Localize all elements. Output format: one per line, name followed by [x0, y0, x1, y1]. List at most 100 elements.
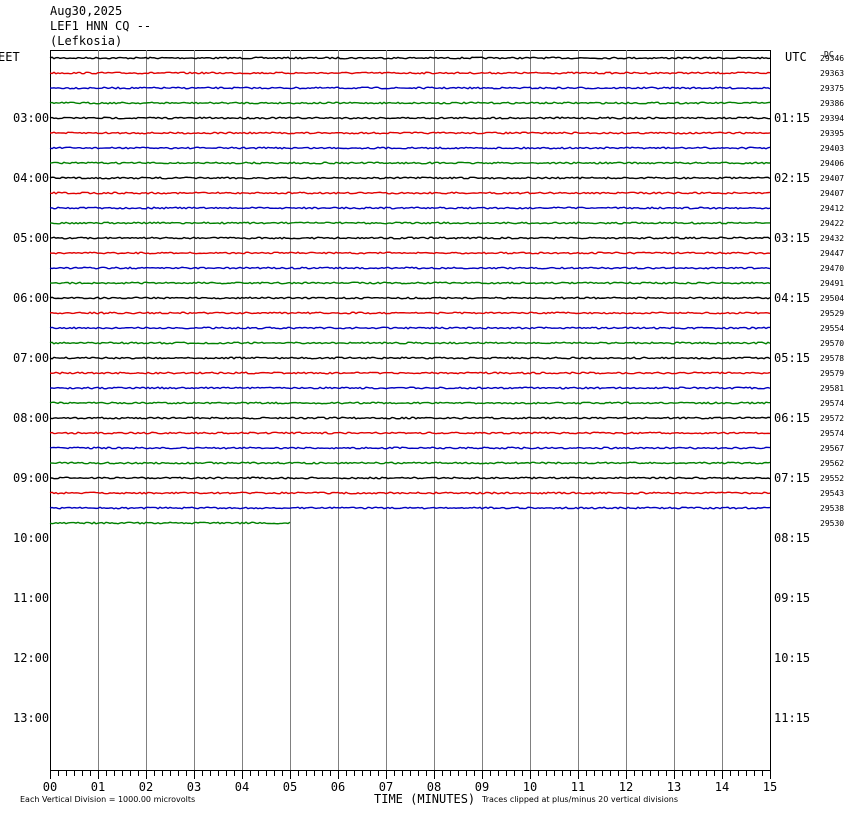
- trace-dc-value: 29412: [820, 204, 844, 213]
- right-hour-label: 07:15: [774, 471, 810, 485]
- seismic-trace: [49, 146, 771, 150]
- x-tick-label: 09: [475, 780, 489, 794]
- trace-dc-value: 29422: [820, 219, 844, 228]
- seismic-trace: [49, 506, 771, 510]
- right-hour-label: 02:15: [774, 171, 810, 185]
- seismic-trace: [49, 326, 771, 330]
- trace-dc-value: 29447: [820, 249, 844, 258]
- trace-dc-value: 29407: [820, 189, 844, 198]
- trace-dc-value: 29581: [820, 384, 844, 393]
- left-hour-label: 05:00: [13, 231, 49, 245]
- scale-note: Each Vertical Division = 1000.00 microvo…: [20, 795, 195, 804]
- seismic-trace: [49, 131, 771, 135]
- trace-dc-value: 29491: [820, 279, 844, 288]
- right-hour-label: 06:15: [774, 411, 810, 425]
- trace-dc-value: 29346: [820, 54, 844, 63]
- seismic-trace: [49, 476, 771, 480]
- right-hour-label: 05:15: [774, 351, 810, 365]
- seismic-trace: [49, 281, 771, 285]
- left-hour-label: 07:00: [13, 351, 49, 365]
- x-tick-label: 00: [43, 780, 57, 794]
- eet-label: EET: [0, 50, 20, 64]
- x-tick-label: 10: [523, 780, 537, 794]
- xaxis-title: TIME (MINUTES): [374, 792, 475, 806]
- x-tick-label: 05: [283, 780, 297, 794]
- seismic-trace: [49, 491, 771, 495]
- x-tick-label: 08: [427, 780, 441, 794]
- left-hour-label: 04:00: [13, 171, 49, 185]
- x-tick-label: 01: [91, 780, 105, 794]
- trace-dc-value: 29574: [820, 429, 844, 438]
- seismic-trace: [49, 116, 771, 120]
- x-tick-label: 12: [619, 780, 633, 794]
- trace-dc-value: 29386: [820, 99, 844, 108]
- seismic-trace: [49, 296, 771, 300]
- seismic-trace: [49, 86, 771, 90]
- seismic-trace: [49, 56, 771, 60]
- right-hour-label: 08:15: [774, 531, 810, 545]
- trace-dc-value: 29579: [820, 369, 844, 378]
- seismic-trace: [49, 101, 771, 105]
- seismic-trace: [49, 401, 771, 405]
- trace-dc-value: 29406: [820, 159, 844, 168]
- seismic-trace: [49, 386, 771, 390]
- trace-dc-value: 29572: [820, 414, 844, 423]
- utc-label: UTC: [785, 50, 807, 64]
- seismic-trace: [49, 176, 771, 180]
- x-tick-label: 07: [379, 780, 393, 794]
- trace-dc-value: 29470: [820, 264, 844, 273]
- right-hour-label: 10:15: [774, 651, 810, 665]
- trace-dc-value: 29574: [820, 399, 844, 408]
- trace-dc-value: 29567: [820, 444, 844, 453]
- trace-dc-value: 29538: [820, 504, 844, 513]
- trace-dc-value: 29552: [820, 474, 844, 483]
- right-hour-label: 04:15: [774, 291, 810, 305]
- x-tick-label: 14: [715, 780, 729, 794]
- plot-frame: [50, 50, 771, 771]
- seismic-trace: [49, 431, 771, 435]
- seismic-trace: [49, 221, 770, 225]
- seismic-trace: [49, 311, 771, 315]
- x-tick-label: 02: [139, 780, 153, 794]
- x-tick-label: 13: [667, 780, 681, 794]
- trace-dc-value: 29570: [820, 339, 844, 348]
- trace-dc-value: 29394: [820, 114, 844, 123]
- right-hour-label: 03:15: [774, 231, 810, 245]
- right-hour-label: 01:15: [774, 111, 810, 125]
- seismic-trace: [49, 446, 771, 450]
- trace-dc-value: 29562: [820, 459, 844, 468]
- right-hour-label: 09:15: [774, 591, 810, 605]
- seismic-trace: [49, 341, 771, 345]
- trace-dc-value: 29363: [820, 69, 844, 78]
- station-label: LEF1 HNN CQ --: [50, 19, 152, 33]
- x-tick-label: 11: [571, 780, 585, 794]
- left-hour-label: 08:00: [13, 411, 49, 425]
- seismic-trace: [49, 521, 291, 525]
- x-tick-label: 03: [187, 780, 201, 794]
- left-hour-label: 03:00: [13, 111, 49, 125]
- seismic-trace: [49, 356, 771, 360]
- x-tick-label: 15: [763, 780, 777, 794]
- seismic-trace: [49, 206, 771, 210]
- trace-dc-value: 29554: [820, 324, 844, 333]
- date-label: Aug30,2025: [50, 4, 123, 18]
- seismic-trace: [49, 71, 771, 75]
- left-hour-label: 12:00: [13, 651, 49, 665]
- right-hour-label: 11:15: [774, 711, 810, 725]
- x-tick-label: 06: [331, 780, 345, 794]
- left-hour-label: 09:00: [13, 471, 49, 485]
- left-hour-label: 10:00: [13, 531, 49, 545]
- seismic-trace: [49, 161, 770, 165]
- seismic-trace: [49, 251, 771, 255]
- trace-dc-value: 29529: [820, 309, 844, 318]
- x-tick-label: 04: [235, 780, 249, 794]
- seismic-trace: [49, 236, 771, 240]
- trace-dc-value: 29375: [820, 84, 844, 93]
- trace-dc-value: 29395: [820, 129, 844, 138]
- trace-dc-value: 29407: [820, 174, 844, 183]
- trace-dc-value: 29504: [820, 294, 844, 303]
- seismic-trace: [49, 266, 771, 270]
- location-label: (Lefkosia): [50, 34, 123, 48]
- left-hour-label: 13:00: [13, 711, 49, 725]
